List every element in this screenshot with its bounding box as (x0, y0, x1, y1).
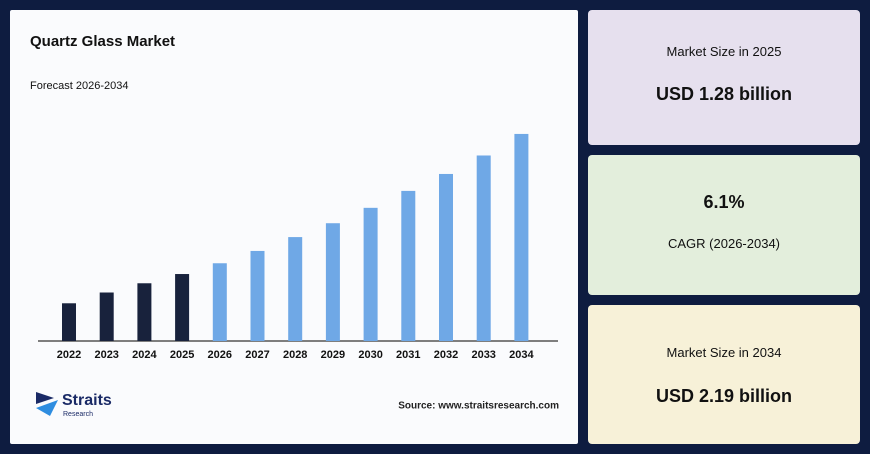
bar (363, 207, 378, 341)
x-tick-label: 2027 (245, 349, 269, 361)
bar (401, 190, 416, 341)
card: 6.1% CAGR (2026-2034) (588, 155, 860, 295)
chart-panel: Quartz Glass Market Forecast 2026-2034 S… (10, 10, 578, 444)
chart: Quartz Glass Market Forecast 2026-2034 S… (30, 33, 559, 418)
logo-icon (36, 400, 58, 416)
card-label: Market Size in 2025 (666, 44, 782, 59)
card-label: Market Size in 2034 (666, 345, 782, 360)
x-tick-label: 2033 (471, 349, 495, 361)
bar (439, 173, 453, 341)
card-value: USD 1.28 billion (655, 84, 793, 104)
card-value: 6.1% (703, 192, 745, 212)
x-tick-label: 2028 (283, 349, 307, 361)
bar (137, 283, 152, 341)
bar (514, 133, 529, 341)
x-tick-label: 2031 (396, 349, 420, 361)
x-tick-label: 2034 (509, 349, 534, 361)
x-tick-label: 2029 (321, 349, 345, 361)
x-tick-label: 2023 (94, 349, 118, 361)
source: Source: www.straitsresearch.com (398, 401, 559, 412)
card-value: USD 2.19 billion (655, 386, 793, 406)
bar (325, 223, 340, 341)
logo-text: Straits (62, 392, 112, 409)
logo: Straits Research (36, 392, 112, 418)
bar (476, 155, 491, 341)
chart-title: Quartz Glass Market (30, 33, 175, 50)
bar (288, 237, 303, 341)
card: Market Size in 2034 USD 2.19 billion (588, 305, 860, 444)
x-tick-label: 2025 (170, 349, 194, 361)
card-label: CAGR (2026-2034) (668, 236, 780, 251)
x-tick-label: 2026 (208, 349, 232, 361)
bar (250, 250, 265, 341)
logo-icon (36, 392, 54, 404)
chart-subtitle: Forecast 2026-2034 (30, 80, 128, 92)
x-tick-label: 2022 (57, 349, 81, 361)
bar (62, 303, 76, 341)
bar (175, 274, 190, 341)
bar (212, 263, 227, 341)
bar (99, 292, 114, 341)
x-tick-label: 2024 (132, 349, 157, 361)
card: Market Size in 2025 USD 1.28 billion (588, 10, 860, 145)
x-tick-label: 2030 (358, 349, 382, 361)
logo-subtext: Research (63, 411, 93, 418)
x-tick-label: 2032 (434, 349, 458, 361)
